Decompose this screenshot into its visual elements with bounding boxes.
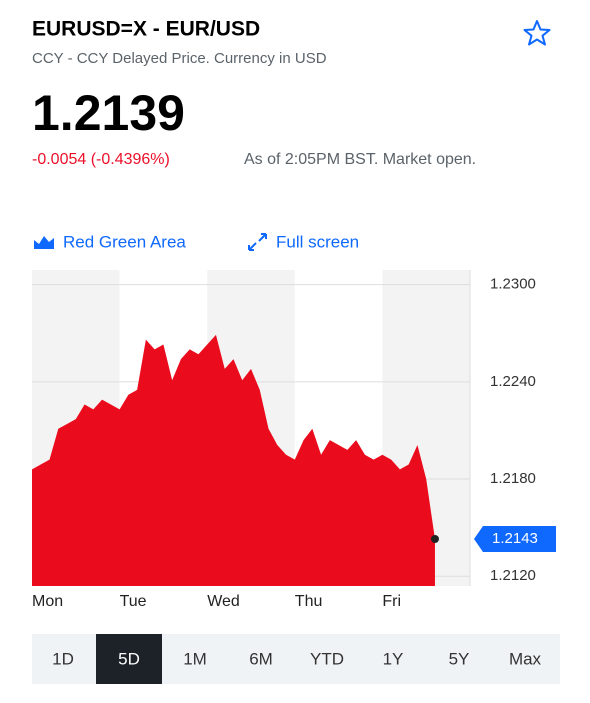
full-screen-link[interactable]: Full screen (276, 232, 359, 251)
range-button[interactable]: 1D (52, 649, 74, 668)
y-tick-label: 1.2180 (490, 470, 536, 487)
range-button[interactable]: Max (509, 649, 542, 668)
x-tick-label: Mon (32, 593, 63, 610)
chart-style-link[interactable]: Red Green Area (63, 232, 186, 251)
range-button[interactable]: 1M (183, 649, 207, 668)
y-tick-label: 1.2120 (490, 567, 536, 584)
quote-subtitle: CCY - CCY Delayed Price. Currency in USD (32, 50, 327, 67)
range-buttons: 1D 5D 1M 6M YTD 1Y 5Y Max (52, 634, 542, 684)
x-tick-label: Fri (382, 593, 401, 610)
price-change: -0.0054 (-0.4396%) (32, 151, 170, 168)
last-point (430, 535, 439, 544)
quote-title: EURUSD=X - EUR/USD (32, 18, 260, 41)
watchlist-star[interactable] (523, 20, 551, 46)
range-button[interactable]: YTD (310, 649, 344, 668)
full-screen-icon[interactable] (248, 233, 267, 251)
as-of: As of 2:05PM BST. Market open. (244, 151, 476, 168)
plot (32, 270, 471, 586)
chart-style-icon[interactable] (34, 236, 54, 249)
range-button[interactable]: 5Y (449, 649, 470, 668)
range-button[interactable]: 1Y (383, 649, 404, 668)
last-price-tag (474, 526, 556, 553)
range-button[interactable]: 5D (118, 649, 140, 668)
last-price-label: 1.2143 (492, 530, 538, 547)
y-tick-label: 1.2300 (490, 276, 536, 293)
x-tick-label: Wed (207, 593, 240, 610)
range-selected (96, 634, 162, 684)
x-tick-label: Tue (120, 593, 147, 610)
range-button[interactable]: 6M (249, 649, 273, 668)
y-tick-label: 1.2240 (490, 373, 536, 390)
price-area (32, 334, 435, 586)
price: 1.2139 (32, 85, 185, 141)
x-tick-label: Thu (295, 593, 323, 610)
